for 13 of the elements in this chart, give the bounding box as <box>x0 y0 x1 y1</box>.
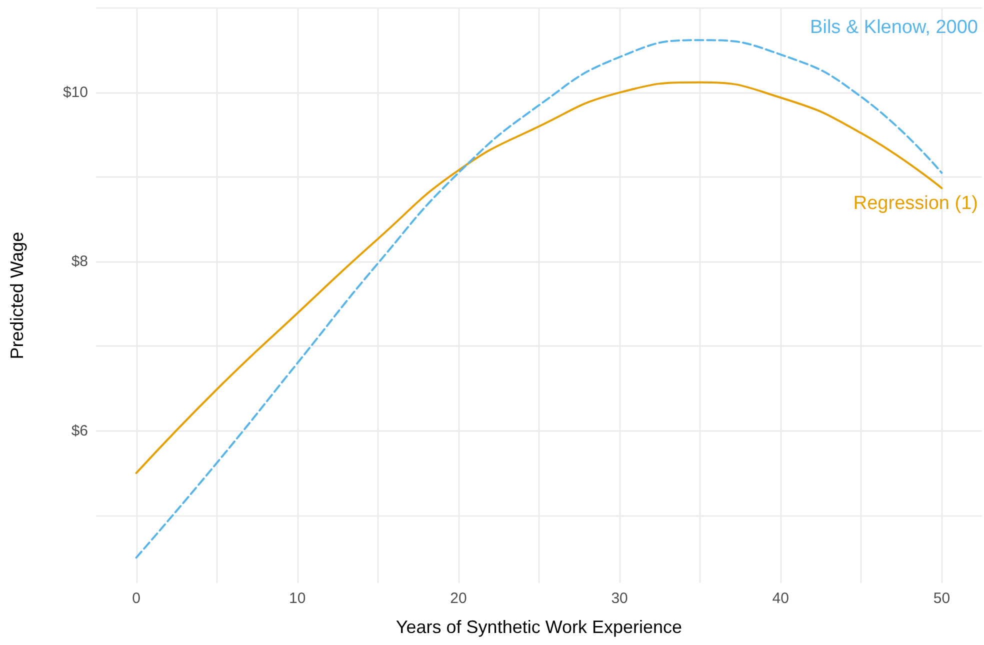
y-tick-label: $8 <box>71 253 88 270</box>
y-tick-label: $10 <box>62 84 88 102</box>
x-tick-label: 50 <box>933 590 950 607</box>
x-tick-label: 20 <box>450 590 467 607</box>
x-tick-label: 10 <box>289 590 306 607</box>
series-label: Regression (1) <box>853 193 978 214</box>
y-axis-title: Predicted Wage <box>7 232 27 360</box>
series-label: Bils & Klenow, 2000 <box>810 17 978 38</box>
y-tick-label: $6 <box>71 422 88 440</box>
x-tick-label: 40 <box>772 590 789 607</box>
x-axis-title: Years of Synthetic Work Experience <box>396 617 682 637</box>
x-tick-label: 30 <box>611 590 628 607</box>
x-tick-label: 0 <box>132 590 140 607</box>
